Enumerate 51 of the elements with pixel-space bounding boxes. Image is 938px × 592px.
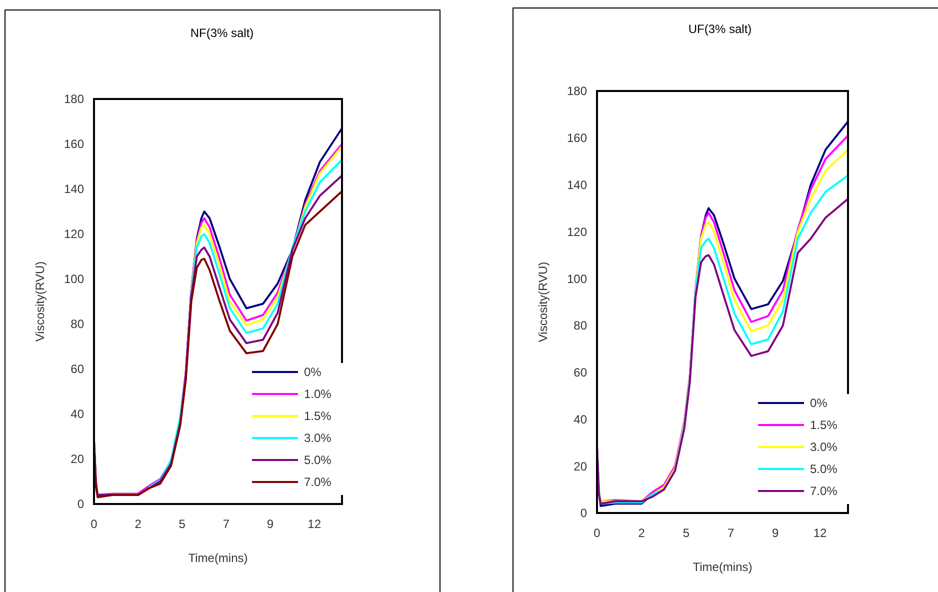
legend-label: 7.0% xyxy=(304,475,332,490)
x-tick-label: 12 xyxy=(308,517,322,531)
legend-label: 1.5% xyxy=(304,409,332,424)
x-tick-label: 7 xyxy=(727,526,734,540)
legend-label: 1.0% xyxy=(304,387,332,402)
legend-label: 0% xyxy=(810,396,828,410)
legend-label: 5.0% xyxy=(304,453,332,468)
y-axis-title: Viscosity(RVU) xyxy=(536,262,550,342)
x-axis-title: Time(mins) xyxy=(188,551,248,565)
x-axis-title: Time(mins) xyxy=(692,560,752,574)
x-tick-label: 2 xyxy=(134,517,142,531)
legend-label: 5.0% xyxy=(810,462,838,476)
y-tick-label: 120 xyxy=(64,227,84,242)
x-tick-label: 9 xyxy=(772,526,780,540)
y-tick-label: 180 xyxy=(566,84,588,98)
x-tick-label: 2 xyxy=(638,526,646,540)
legend-label: 7.0% xyxy=(810,484,838,498)
legend-label: 3.0% xyxy=(810,440,838,454)
x-tick-label: 7 xyxy=(222,517,230,531)
y-tick-label: 80 xyxy=(574,318,588,333)
y-tick-label: 180 xyxy=(64,92,84,106)
y-tick-label: 40 xyxy=(70,407,84,422)
y-tick-label: 100 xyxy=(566,272,588,286)
y-tick-label: 0 xyxy=(77,497,84,512)
x-tick-label: 5 xyxy=(682,526,690,540)
y-tick-label: 20 xyxy=(574,459,588,474)
y-tick-label: 80 xyxy=(70,317,84,332)
chart-title: NF(3% salt) xyxy=(190,26,254,40)
x-tick-label: 0 xyxy=(594,526,601,540)
x-tick-label: 5 xyxy=(178,517,186,531)
y-tick-label: 60 xyxy=(70,362,84,376)
y-tick-label: 160 xyxy=(64,137,84,152)
y-tick-label: 140 xyxy=(566,178,588,192)
x-tick-label: 0 xyxy=(90,517,98,531)
x-tick-label: 9 xyxy=(266,517,274,531)
y-tick-label: 0 xyxy=(580,506,588,520)
legend-label: 1.5% xyxy=(810,418,838,432)
y-tick-label: 120 xyxy=(566,224,588,239)
legend-label: 3.0% xyxy=(304,431,332,446)
chart-title: UF(3% salt) xyxy=(688,22,752,36)
y-tick-label: 160 xyxy=(566,131,588,146)
x-tick-label: 12 xyxy=(813,526,827,540)
y-tick-label: 20 xyxy=(70,452,84,466)
legend-label: 0% xyxy=(304,365,322,380)
y-tick-label: 140 xyxy=(64,182,84,196)
line-series xyxy=(148,158,343,488)
y-tick-label: 100 xyxy=(64,272,84,286)
y-axis-title: Viscosity(RVU) xyxy=(33,261,47,342)
y-tick-label: 40 xyxy=(574,412,588,426)
line-series xyxy=(190,145,343,326)
y-tick-label: 60 xyxy=(574,366,588,380)
